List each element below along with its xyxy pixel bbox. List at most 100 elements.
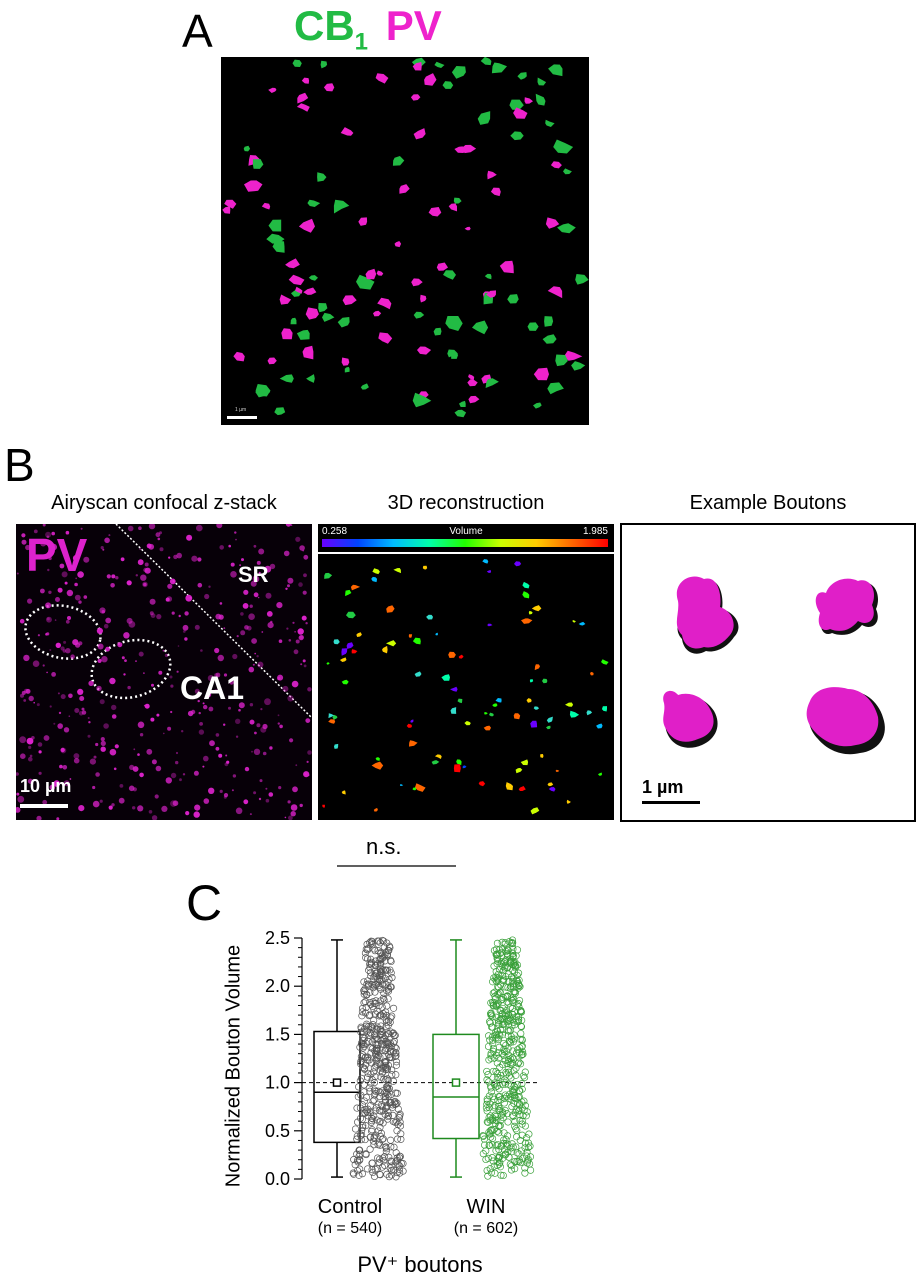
pv-punctum bbox=[53, 722, 56, 725]
win-data-point bbox=[509, 1112, 517, 1120]
pv-punctum bbox=[240, 630, 246, 636]
control-data-point bbox=[367, 1030, 375, 1038]
pv-punctum bbox=[29, 754, 33, 758]
win-data-point bbox=[499, 945, 507, 953]
pv-punctum bbox=[468, 374, 475, 381]
control-data-point bbox=[365, 1022, 373, 1031]
win-data-point bbox=[485, 1141, 494, 1149]
pv-punctum bbox=[155, 765, 162, 772]
pv-punctum bbox=[303, 664, 307, 668]
cb1-punctum bbox=[445, 316, 463, 331]
control-data-point bbox=[356, 1077, 364, 1085]
cb1-punctum bbox=[575, 274, 589, 285]
pv-punctum bbox=[25, 544, 31, 551]
win-data-point bbox=[519, 1112, 527, 1120]
reconstructed-bouton bbox=[322, 804, 325, 808]
pv-title-label: PV bbox=[385, 2, 442, 49]
control-data-point bbox=[365, 1084, 373, 1092]
win-data-point bbox=[482, 1147, 490, 1155]
control-data-point bbox=[357, 1053, 365, 1061]
win-data-point bbox=[514, 1099, 522, 1107]
cb1-punctum bbox=[459, 400, 466, 407]
pv-punctum bbox=[111, 574, 116, 579]
cb1-punctum bbox=[322, 312, 335, 322]
win-data-point bbox=[485, 1092, 493, 1100]
pv-punctum bbox=[248, 613, 255, 620]
control-data-point bbox=[379, 966, 387, 974]
pv-punctum bbox=[170, 772, 177, 779]
win-data-point bbox=[488, 1011, 496, 1019]
pv-punctum bbox=[545, 217, 560, 229]
pv-punctum bbox=[235, 538, 237, 541]
pv-punctum bbox=[49, 784, 56, 791]
pv-punctum bbox=[307, 774, 310, 777]
pv-punctum bbox=[228, 706, 231, 710]
win-data-point bbox=[506, 1090, 514, 1098]
pv-punctum bbox=[278, 639, 283, 643]
y-tick-label: 0.0 bbox=[265, 1169, 290, 1189]
pv-punctum bbox=[256, 560, 261, 565]
control-data-point bbox=[387, 957, 395, 966]
cb1-punctum bbox=[485, 378, 499, 388]
win-data-point bbox=[512, 1071, 520, 1079]
win-data-point bbox=[494, 950, 502, 959]
control-data-point bbox=[383, 1075, 392, 1083]
reconstructed-bouton bbox=[431, 760, 440, 765]
pv-punctum bbox=[203, 704, 208, 710]
pv-punctum bbox=[21, 539, 27, 545]
significance-label: n.s. bbox=[366, 834, 402, 859]
pv-punctum bbox=[137, 753, 140, 756]
pv-punctum bbox=[182, 630, 186, 633]
win-data-point bbox=[515, 969, 523, 977]
pv-punctum bbox=[16, 572, 19, 575]
pv-punctum bbox=[182, 624, 189, 631]
pv-punctum bbox=[27, 598, 33, 604]
pv-punctum bbox=[298, 218, 315, 233]
reconstructed-bouton bbox=[373, 807, 378, 812]
pv-punctum bbox=[126, 617, 133, 624]
control-data-point bbox=[358, 1131, 366, 1139]
win-data-point bbox=[513, 977, 522, 985]
control-data-point bbox=[397, 1159, 405, 1167]
pv-punctum bbox=[55, 642, 61, 648]
pv-punctum bbox=[60, 646, 65, 651]
sr-label: SR bbox=[238, 562, 269, 587]
pv-punctum bbox=[420, 294, 427, 303]
cb1-punctum bbox=[447, 349, 458, 358]
control-data-point bbox=[362, 945, 370, 953]
control-data-point bbox=[375, 1139, 383, 1147]
pv-punctum bbox=[302, 659, 306, 663]
pv-punctum bbox=[175, 751, 179, 755]
win-data-point bbox=[504, 1148, 512, 1156]
pv-punctum bbox=[65, 530, 70, 535]
pv-punctum bbox=[167, 583, 173, 589]
pv-punctum bbox=[87, 717, 90, 719]
pv-punctum bbox=[118, 797, 125, 804]
cb1-punctum bbox=[563, 168, 572, 175]
pv-punctum bbox=[283, 550, 290, 557]
pv-punctum bbox=[42, 799, 48, 805]
pv-punctum bbox=[224, 199, 237, 209]
pv-punctum bbox=[159, 547, 164, 552]
pv-punctum bbox=[257, 661, 264, 668]
control-mean-marker bbox=[332, 1078, 342, 1087]
control-data-point bbox=[377, 968, 385, 976]
pv-punctum bbox=[268, 792, 274, 797]
cb1-punctum bbox=[542, 334, 557, 344]
pv-punctum bbox=[235, 807, 243, 815]
control-data-point bbox=[365, 980, 373, 988]
win-data-point bbox=[509, 1038, 517, 1046]
control-data-point bbox=[372, 997, 380, 1005]
pv-punctum bbox=[276, 602, 283, 609]
pv-punctum bbox=[486, 290, 496, 298]
reconstructed-bouton bbox=[486, 569, 492, 573]
sr-boundary-line bbox=[115, 524, 312, 719]
control-data-point bbox=[383, 966, 392, 974]
example-bouton-4 bbox=[806, 687, 885, 755]
win-data-point bbox=[504, 1065, 512, 1073]
pv-punctum bbox=[149, 598, 156, 605]
pv-punctum bbox=[23, 654, 30, 662]
pv-punctum bbox=[190, 709, 196, 715]
control-data-point bbox=[362, 1150, 370, 1158]
pv-punctum bbox=[222, 206, 231, 214]
